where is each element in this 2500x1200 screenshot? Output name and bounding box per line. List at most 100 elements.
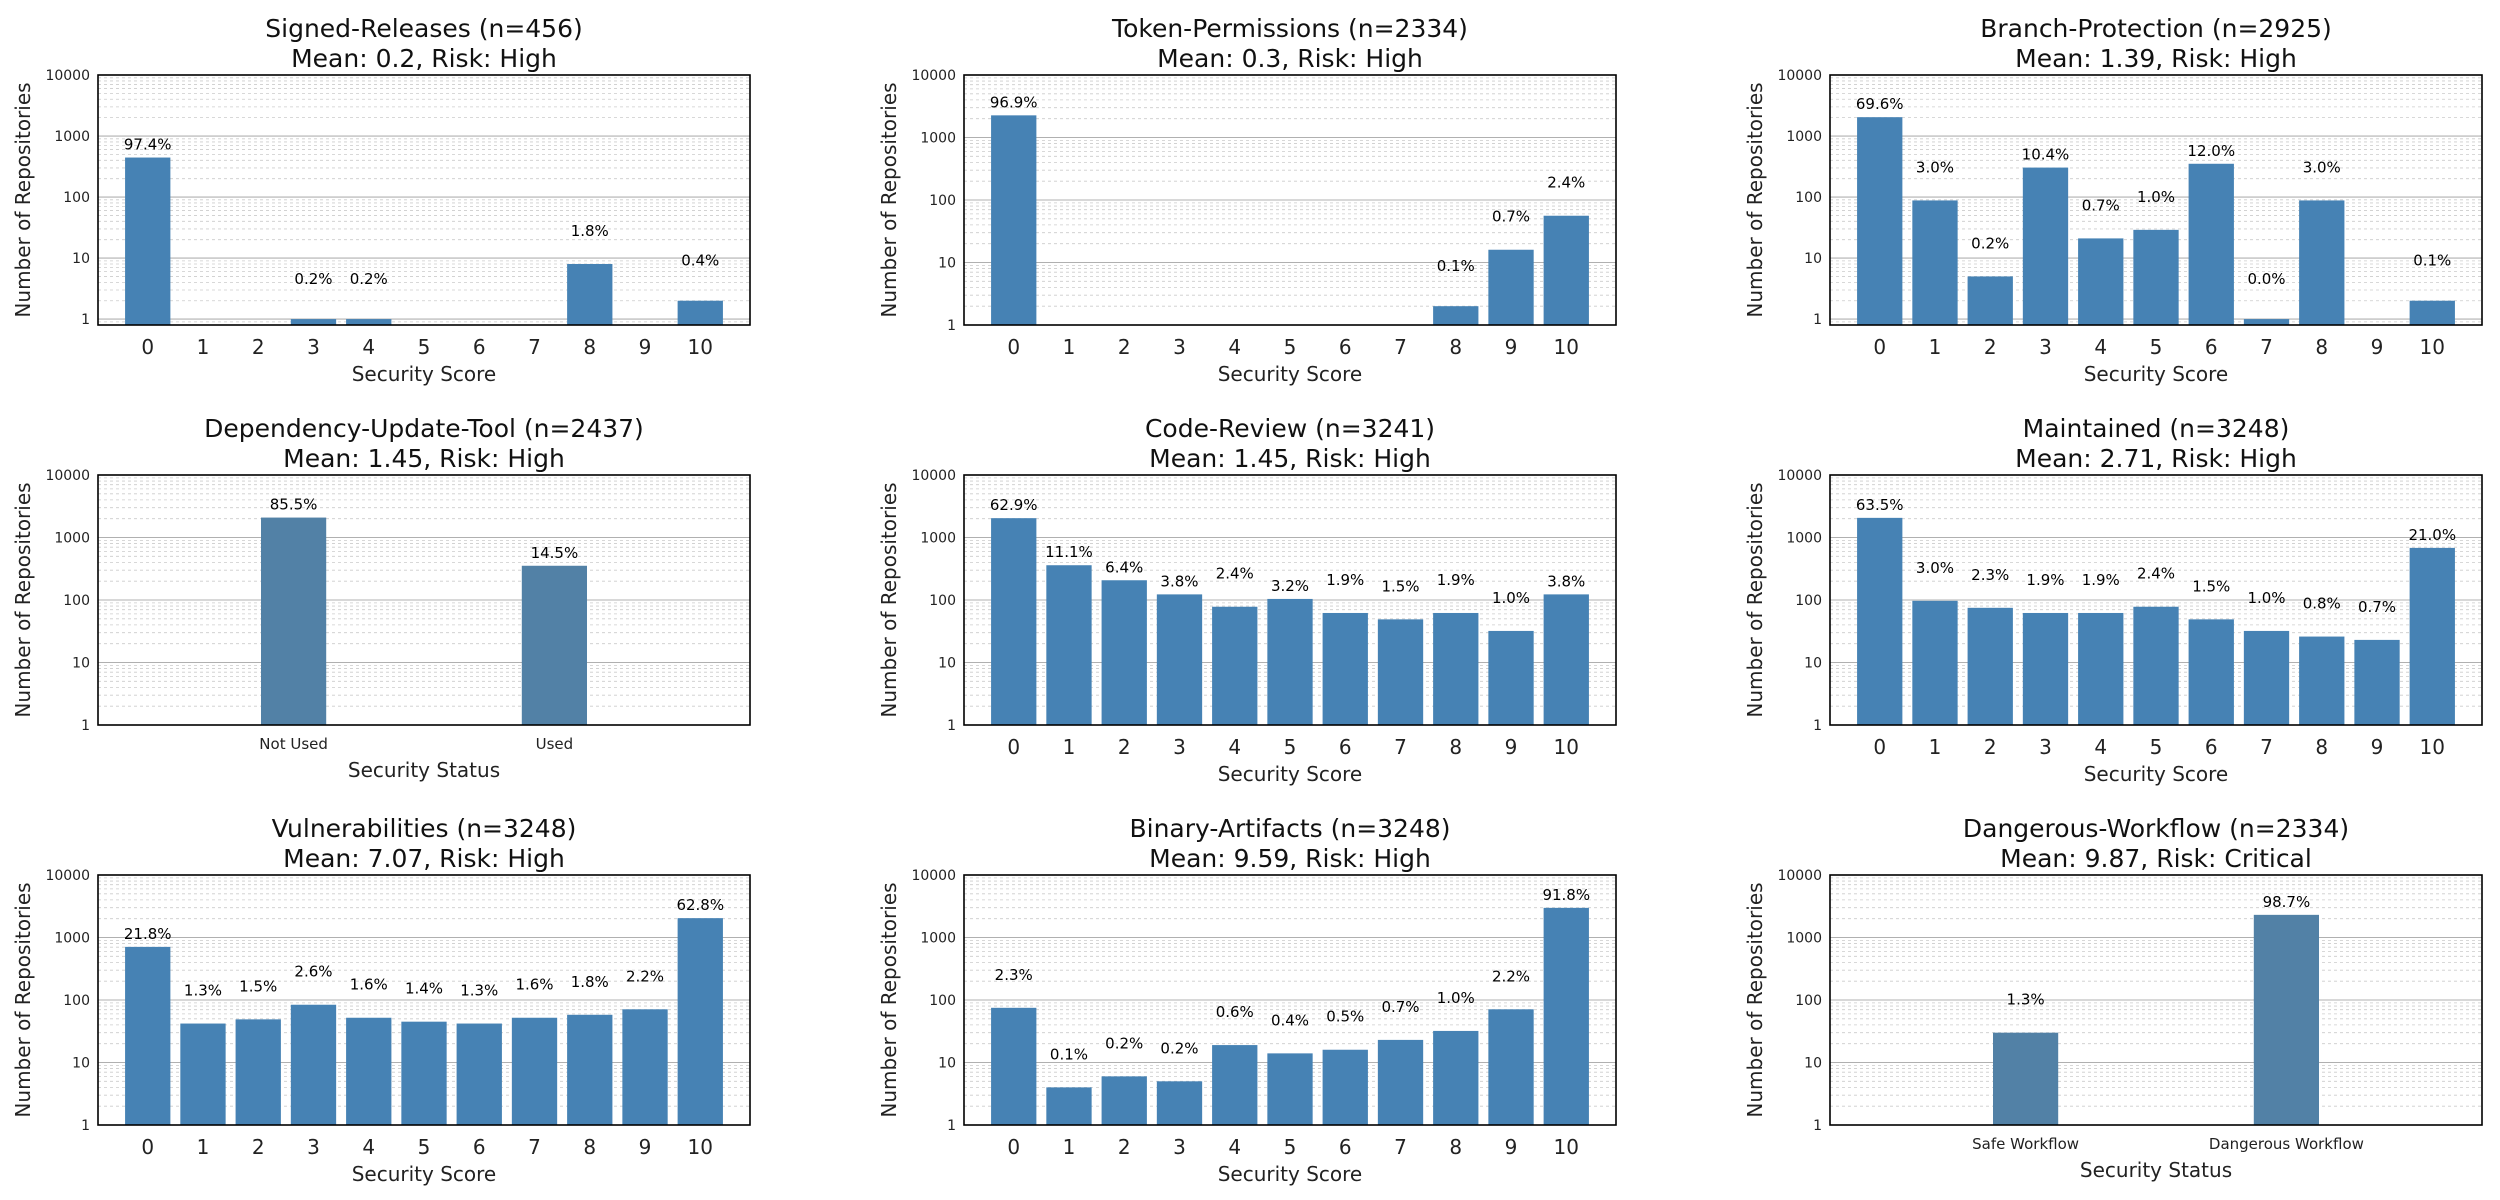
bar: [1267, 1053, 1313, 1125]
chart-subtitle: Mean: 9.87, Risk: Critical: [2000, 844, 2312, 873]
x-tick-label: 2: [252, 335, 265, 359]
x-tick-label: 8: [1449, 1135, 1462, 1159]
bar: [1488, 249, 1534, 325]
data-label: 2.4%: [2137, 565, 2175, 583]
y-tick-label: 100: [929, 593, 956, 609]
x-tick-label: 1: [197, 335, 210, 359]
x-tick-label: 1: [1063, 735, 1076, 759]
x-tick-label: 6: [1339, 1135, 1352, 1159]
data-label: 69.6%: [1856, 95, 1904, 113]
x-tick-label: 4: [2094, 335, 2107, 359]
data-label: 2.4%: [1547, 174, 1585, 192]
chart-title: Dependency-Update-Tool (n=2437): [204, 414, 644, 443]
x-tick-label: 10: [688, 1135, 713, 1159]
x-tick-label: 7: [1394, 735, 1407, 759]
x-tick-label: 1: [197, 1135, 210, 1159]
data-label: 1.5%: [239, 977, 277, 995]
y-tick-label: 1: [1813, 1118, 1822, 1134]
chart-subtitle: Mean: 1.45, Risk: High: [283, 444, 565, 473]
x-tick-label: 0: [1007, 335, 1020, 359]
data-label: 11.1%: [1045, 543, 1093, 561]
plot-frame: [963, 474, 1617, 726]
plot-frame: [97, 74, 751, 326]
data-label: 1.9%: [1437, 571, 1475, 589]
bar: [677, 300, 723, 325]
x-axis-label: Security Score: [1218, 762, 1363, 786]
data-label: 0.2%: [1160, 1039, 1198, 1057]
y-tick-label: 10: [72, 656, 90, 672]
bar: [1101, 1076, 1147, 1125]
data-label: 2.4%: [1216, 565, 1254, 583]
bar: [1046, 1087, 1092, 1125]
y-tick-label: 1: [947, 718, 956, 734]
y-axis-label: Number of Repositories: [11, 82, 35, 317]
y-tick-label: 10: [72, 1056, 90, 1072]
x-tick-label: 2: [1984, 735, 1997, 759]
data-label: 12.0%: [2187, 142, 2235, 160]
y-tick-label: 10: [938, 256, 956, 272]
data-label: 0.2%: [1971, 234, 2009, 252]
y-tick-label: 1000: [54, 129, 90, 145]
data-label: 1.0%: [2137, 188, 2175, 206]
data-label: 10.4%: [2022, 146, 2070, 164]
bar: [1046, 565, 1092, 725]
chart-panel-7: 21.8% 0 1.3% 1 1.5% 2 2.6% 3 1.6% 4 1.4% 5 1.3% 6 1.6%…: [11, 814, 751, 1186]
bar: [2188, 163, 2234, 325]
x-tick-label: 5: [1284, 1135, 1297, 1159]
data-label: 0.1%: [2413, 252, 2451, 270]
y-tick-label: 1000: [920, 131, 956, 147]
x-tick-label: 5: [1284, 335, 1297, 359]
data-label: 2.3%: [995, 966, 1033, 984]
chart-subtitle: Mean: 2.71, Risk: High: [2015, 444, 2297, 473]
data-label: 0.2%: [294, 270, 332, 288]
chart-panel-9: 1.3% Safe Workflow 98.7% Dangerous Workflow…: [1743, 814, 2483, 1182]
x-axis-label: Security Score: [2084, 762, 2229, 786]
x-tick-label: 0: [1007, 735, 1020, 759]
bar: [1857, 117, 1903, 325]
data-label: 1.3%: [2007, 991, 2045, 1009]
data-label: 1.6%: [350, 976, 388, 994]
chart-panel-1: 97.4% 0 1 2 0.2% 3 0.2% 4 5 6 7 1.8% 8 9 0.4% 10 1 10 100 1…: [11, 14, 751, 386]
y-tick-label: 100: [1795, 593, 1822, 609]
chart-title: Maintained (n=3248): [2023, 414, 2290, 443]
data-label: 0.7%: [1381, 998, 1419, 1016]
bar: [2188, 619, 2234, 725]
data-label: 0.4%: [681, 252, 719, 270]
x-tick-label: Not Used: [259, 735, 328, 753]
y-tick-label: 1000: [920, 931, 956, 947]
bar: [1377, 619, 1424, 725]
y-tick-label: 100: [929, 993, 956, 1009]
y-tick-label: 10: [72, 251, 90, 267]
plot-frame: [1829, 874, 2483, 1126]
x-tick-label: 2: [1118, 735, 1131, 759]
data-label: 3.0%: [2303, 158, 2341, 176]
chart-panel-2: 96.9% 0 1 2 3 4 5 6 7 0.1% 8 0.7% 9 2.4% 10 1 10 100 1000 1…: [877, 14, 1617, 386]
x-tick-label: 3: [2039, 335, 2052, 359]
bar: [235, 1019, 281, 1125]
chart-title: Vulnerabilities (n=3248): [272, 814, 577, 843]
x-tick-label: 4: [362, 335, 375, 359]
x-tick-label: 6: [2205, 735, 2218, 759]
data-label: 0.8%: [2303, 595, 2341, 613]
y-tick-label: 10000: [1777, 68, 1822, 84]
bar: [2133, 606, 2179, 725]
plot-frame: [1829, 74, 2483, 326]
bar: [1377, 1039, 1424, 1125]
x-tick-label: 3: [1173, 1135, 1186, 1159]
chart-panel-3: 69.6% 0 3.0% 1 0.2% 2 10.4% 3 0.7% 4 1.0% 5 12.0% 6 0.…: [1743, 14, 2483, 386]
x-axis-label: Security Score: [352, 362, 497, 386]
y-tick-label: 1000: [1786, 129, 1822, 145]
data-label: 63.5%: [1856, 496, 1904, 514]
x-tick-label: 10: [2420, 335, 2445, 359]
bar: [1912, 600, 1958, 725]
x-tick-label: 2: [1118, 1135, 1131, 1159]
y-tick-label: 10000: [45, 468, 90, 484]
y-tick-label: 10: [938, 656, 956, 672]
x-tick-label: 0: [141, 335, 154, 359]
chart-subtitle: Mean: 0.2, Risk: High: [291, 44, 557, 73]
x-tick-label: 10: [1554, 1135, 1579, 1159]
x-tick-label: Dangerous Workflow: [2209, 1135, 2364, 1153]
y-axis-label: Number of Repositories: [11, 482, 35, 717]
bar: [622, 1009, 668, 1125]
